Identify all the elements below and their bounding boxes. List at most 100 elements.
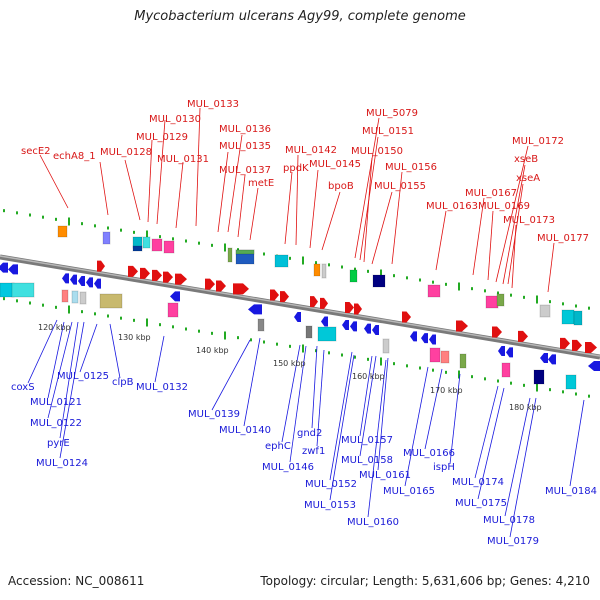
- feature-box: [257, 318, 265, 332]
- forward-gene-arrow: [345, 302, 354, 313]
- bottom-tick: [367, 357, 369, 361]
- label-echA8_1: echA8_1: [53, 151, 96, 162]
- bottom-tick: [341, 353, 343, 357]
- feature-box: [235, 249, 255, 255]
- top-tick: [588, 306, 590, 310]
- reverse-gene-arrow: [506, 347, 513, 358]
- feature-box: [485, 295, 499, 309]
- reverse-leader-line: [154, 335, 165, 383]
- reverse-leader-line: [359, 355, 377, 457]
- feature-box: [349, 269, 358, 283]
- bottom-tick: [484, 377, 486, 381]
- feature-box: [321, 263, 327, 279]
- forward-gene-arrow: [456, 320, 468, 332]
- top-tick: [445, 282, 447, 286]
- label-MUL_0157: MUL_0157: [341, 435, 393, 446]
- bottom-tick: [549, 388, 551, 392]
- top-tick: [29, 213, 31, 217]
- forward-leader-line: [284, 171, 293, 245]
- forward-gene-arrow: [233, 283, 249, 295]
- feature-box: [313, 263, 321, 277]
- feature-box: [496, 293, 505, 307]
- bottom-tick: [42, 303, 44, 307]
- forward-gene-arrow: [280, 291, 289, 303]
- bottom-tick: [445, 370, 447, 374]
- label-MUL_5079: MUL_5079: [366, 108, 418, 119]
- reverse-leader-line: [474, 385, 499, 479]
- forward-gene-arrow: [205, 278, 215, 290]
- bottom-tick: [250, 338, 252, 342]
- top-tick: [68, 217, 70, 226]
- forward-leader-line: [321, 191, 341, 251]
- label-MUL_0128: MUL_0128: [100, 147, 152, 158]
- bottom-tick: [133, 318, 135, 322]
- feature-box: [533, 369, 545, 385]
- top-tick: [146, 230, 148, 239]
- reverse-gene-arrow: [170, 291, 180, 302]
- bottom-tick: [211, 331, 213, 335]
- reverse-leader-line: [377, 357, 389, 471]
- feature-box: [274, 254, 289, 268]
- label-MUL_0124: MUL_0124: [36, 458, 88, 469]
- top-tick: [406, 276, 408, 280]
- feature-box: [382, 338, 390, 354]
- label-MUL_0165: MUL_0165: [383, 486, 435, 497]
- forward-leader-line: [363, 157, 373, 263]
- bottom-tick: [263, 340, 265, 344]
- top-tick: [107, 226, 109, 230]
- feature-box: [61, 289, 69, 303]
- top-tick: [3, 209, 5, 213]
- feature-box: [539, 304, 551, 318]
- top-tick: [354, 267, 356, 271]
- reverse-leader-line: [27, 319, 58, 384]
- bottom-tick: [289, 344, 291, 348]
- forward-leader-line: [309, 169, 319, 249]
- position-ticks: [3, 209, 590, 398]
- forward-gene-arrow: [270, 289, 279, 301]
- bottom-tick: [172, 325, 174, 329]
- kbp-label-120: 120 kbp: [38, 323, 71, 332]
- genome-backbone-highlight: [0, 255, 600, 357]
- feature-box: [317, 326, 337, 342]
- reverse-gene-arrow: [62, 273, 69, 284]
- map-title: Mycobacterium ulcerans Agy99, complete g…: [134, 9, 466, 24]
- bottom-tick: [575, 392, 577, 396]
- kbp-label-130: 130 kbp: [118, 333, 151, 342]
- genome-backbone: [0, 254, 600, 360]
- top-tick: [432, 280, 434, 284]
- reverse-leader-line: [211, 339, 251, 411]
- top-tick: [523, 295, 525, 299]
- label-MUL_0137: MUL_0137: [219, 165, 271, 176]
- reverse-gene-arrow: [372, 325, 379, 335]
- forward-gene-arrow: [492, 326, 502, 338]
- label-MUL_0163: MUL_0163: [426, 201, 478, 212]
- feature-box: [429, 347, 441, 363]
- top-tick: [185, 239, 187, 243]
- forward-gene-arrow: [152, 269, 162, 281]
- forward-leader-line: [195, 107, 201, 227]
- reverse-gene-arrow: [0, 262, 8, 273]
- forward-leader-line: [487, 210, 494, 281]
- bottom-tick: [237, 336, 239, 340]
- label-xseA: xseA: [516, 173, 540, 184]
- bottom-tick: [497, 379, 499, 383]
- label-MUL_0130: MUL_0130: [149, 114, 201, 125]
- forward-leader-line: [547, 242, 555, 293]
- top-tick: [341, 265, 343, 269]
- label-bpoB: bpoB: [328, 181, 354, 192]
- label-MUL_0121: MUL_0121: [30, 397, 82, 408]
- top-tick: [484, 289, 486, 293]
- feature-box: [372, 274, 386, 288]
- label-MUL_0132: MUL_0132: [136, 382, 188, 393]
- label-ephC: ephC: [265, 441, 291, 452]
- bottom-tick: [276, 342, 278, 346]
- label-MUL_0161: MUL_0161: [359, 470, 411, 481]
- top-tick: [328, 263, 330, 267]
- bottom-tick: [432, 368, 434, 372]
- forward-leader-line: [511, 224, 517, 289]
- label-MUL_0135: MUL_0135: [219, 141, 271, 152]
- genome-summary-text: Topology: circular; Length: 5,631,606 bp…: [260, 574, 590, 588]
- forward-leader-line: [147, 139, 153, 223]
- bottom-tick: [510, 381, 512, 385]
